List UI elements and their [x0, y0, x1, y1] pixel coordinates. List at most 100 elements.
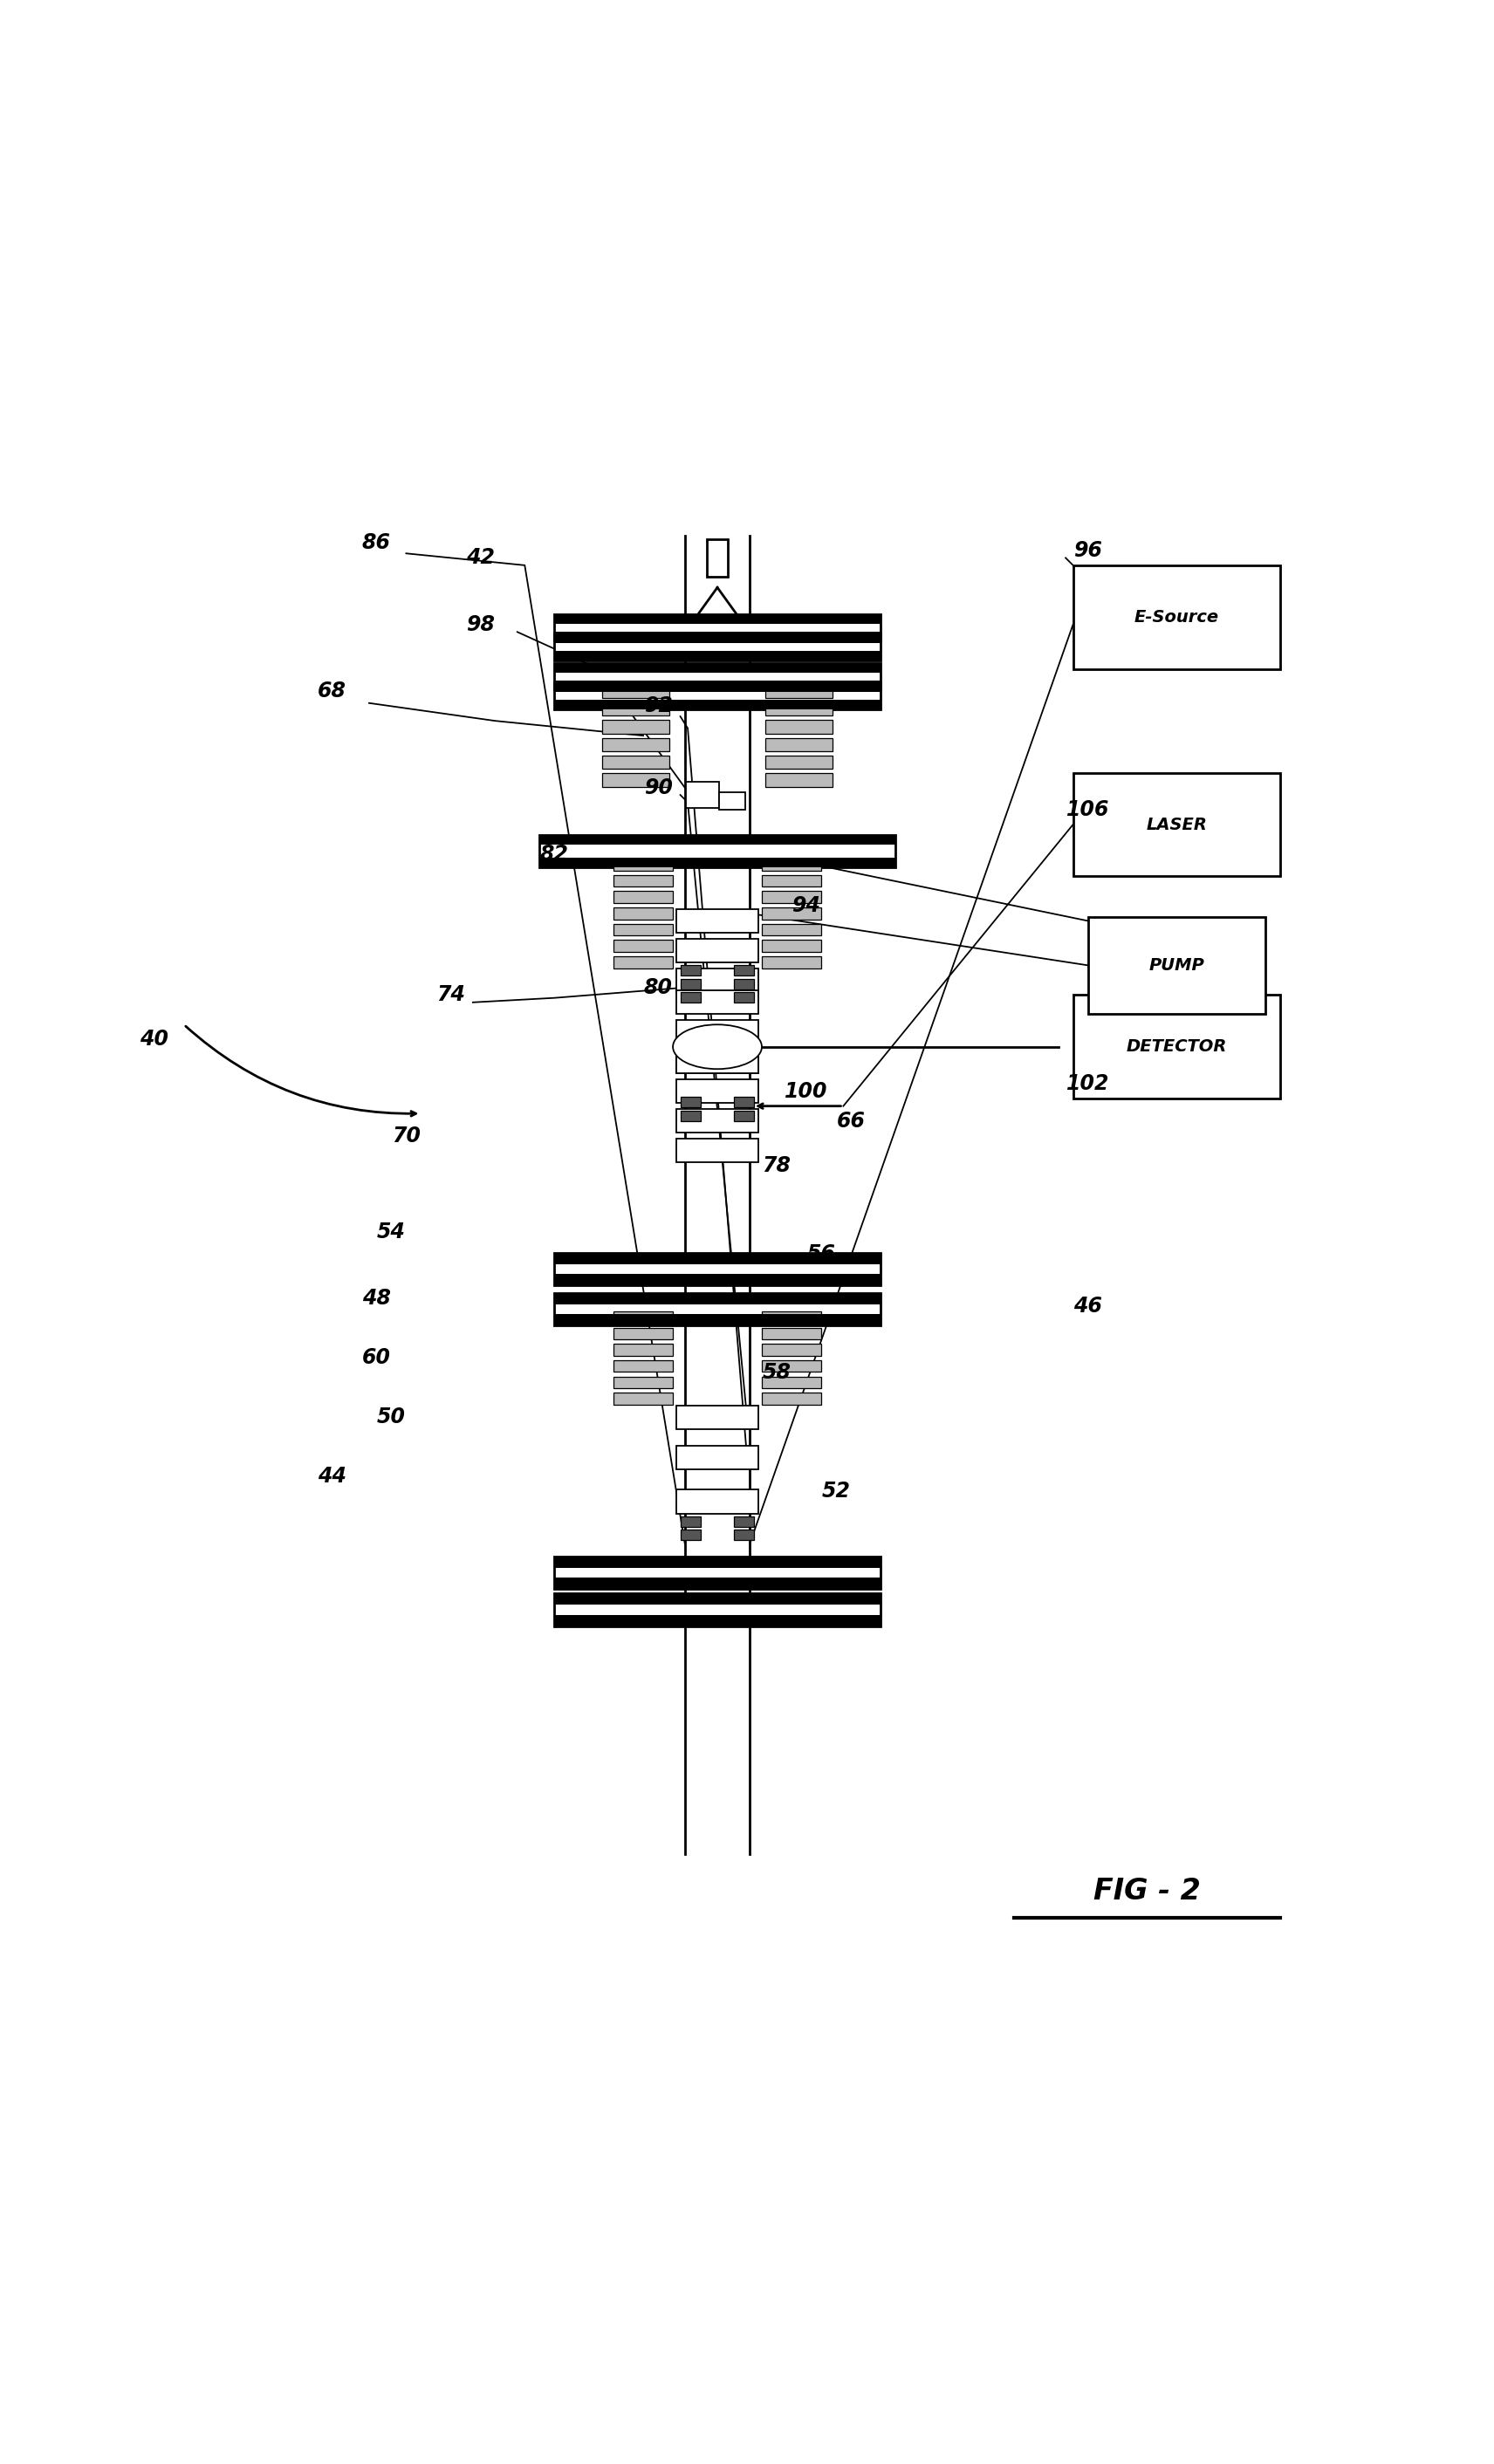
Text: 46: 46: [1073, 1296, 1103, 1316]
Bar: [734, 993, 754, 1003]
Text: 100: 100: [784, 1082, 828, 1101]
Bar: [554, 663, 880, 673]
Bar: [554, 1274, 880, 1286]
Bar: [677, 1109, 757, 1133]
Bar: [614, 1343, 672, 1355]
Bar: [686, 781, 719, 808]
Bar: [677, 991, 757, 1015]
Bar: [680, 966, 701, 976]
Text: 60: 60: [362, 1348, 391, 1368]
Bar: [765, 737, 832, 752]
Bar: [554, 680, 880, 690]
Bar: [677, 909, 757, 934]
Bar: [734, 1530, 754, 1540]
Bar: [1073, 774, 1280, 877]
Bar: [680, 1530, 701, 1540]
Bar: [602, 737, 669, 752]
Text: 48: 48: [362, 1289, 391, 1308]
Bar: [677, 968, 757, 993]
Bar: [734, 1111, 754, 1121]
Bar: [614, 956, 672, 968]
Bar: [554, 650, 880, 660]
Text: PUMP: PUMP: [1149, 956, 1204, 973]
Bar: [680, 978, 701, 988]
Bar: [762, 1343, 822, 1355]
Bar: [554, 663, 880, 690]
Bar: [602, 685, 669, 697]
Bar: [765, 702, 832, 715]
Text: 70: 70: [391, 1126, 421, 1146]
Bar: [554, 700, 880, 710]
Bar: [614, 941, 672, 951]
Bar: [734, 1515, 754, 1528]
Bar: [762, 857, 822, 870]
Bar: [677, 1050, 757, 1074]
Bar: [554, 683, 880, 692]
Bar: [707, 540, 728, 577]
Text: 106: 106: [1067, 798, 1110, 821]
Text: 40: 40: [140, 1030, 169, 1050]
Bar: [680, 1096, 701, 1106]
Bar: [677, 1020, 757, 1045]
Text: LASER: LASER: [1146, 816, 1207, 833]
Bar: [539, 857, 895, 867]
Text: 58: 58: [762, 1363, 790, 1382]
Bar: [554, 1577, 880, 1589]
Bar: [762, 924, 822, 936]
Bar: [762, 892, 822, 904]
Bar: [554, 1594, 880, 1604]
Bar: [614, 892, 672, 904]
Text: 94: 94: [792, 894, 820, 917]
Bar: [1073, 564, 1280, 670]
Text: E-Source: E-Source: [1134, 609, 1219, 626]
Bar: [554, 1294, 880, 1326]
Text: 82: 82: [539, 843, 569, 865]
Bar: [554, 631, 880, 641]
Text: FIG - 2: FIG - 2: [1094, 1878, 1201, 1905]
Ellipse shape: [672, 1025, 762, 1069]
Bar: [680, 1515, 701, 1528]
Bar: [677, 939, 757, 963]
Bar: [614, 1392, 672, 1404]
Bar: [765, 685, 832, 697]
Bar: [554, 683, 880, 710]
Bar: [554, 1313, 880, 1326]
Text: 86: 86: [362, 532, 391, 554]
Text: 50: 50: [376, 1407, 406, 1427]
Bar: [539, 835, 895, 867]
Bar: [677, 1050, 757, 1074]
Bar: [734, 966, 754, 976]
Bar: [762, 1360, 822, 1372]
Bar: [554, 614, 880, 641]
Text: DETECTOR: DETECTOR: [1126, 1037, 1227, 1055]
Bar: [677, 1404, 757, 1429]
Bar: [734, 1096, 754, 1106]
Bar: [554, 614, 880, 623]
Bar: [614, 924, 672, 936]
Bar: [719, 791, 746, 811]
Text: 102: 102: [1067, 1074, 1110, 1094]
Text: 74: 74: [436, 986, 465, 1005]
Bar: [677, 1491, 757, 1513]
Text: 98: 98: [466, 614, 495, 636]
Bar: [762, 907, 822, 919]
Bar: [734, 978, 754, 988]
Bar: [762, 941, 822, 951]
Bar: [554, 1614, 880, 1626]
Text: 96: 96: [1073, 540, 1103, 562]
Text: 68: 68: [318, 680, 347, 702]
Bar: [762, 1311, 822, 1323]
Bar: [602, 719, 669, 734]
Text: 90: 90: [644, 776, 672, 798]
Bar: [614, 1360, 672, 1372]
Bar: [554, 1294, 880, 1303]
Bar: [614, 875, 672, 887]
Bar: [765, 756, 832, 769]
Bar: [765, 719, 832, 734]
Bar: [680, 1111, 701, 1121]
Bar: [1088, 917, 1265, 1013]
Text: 80: 80: [644, 978, 672, 998]
Bar: [680, 993, 701, 1003]
Text: 44: 44: [318, 1466, 347, 1486]
Bar: [554, 1252, 880, 1286]
